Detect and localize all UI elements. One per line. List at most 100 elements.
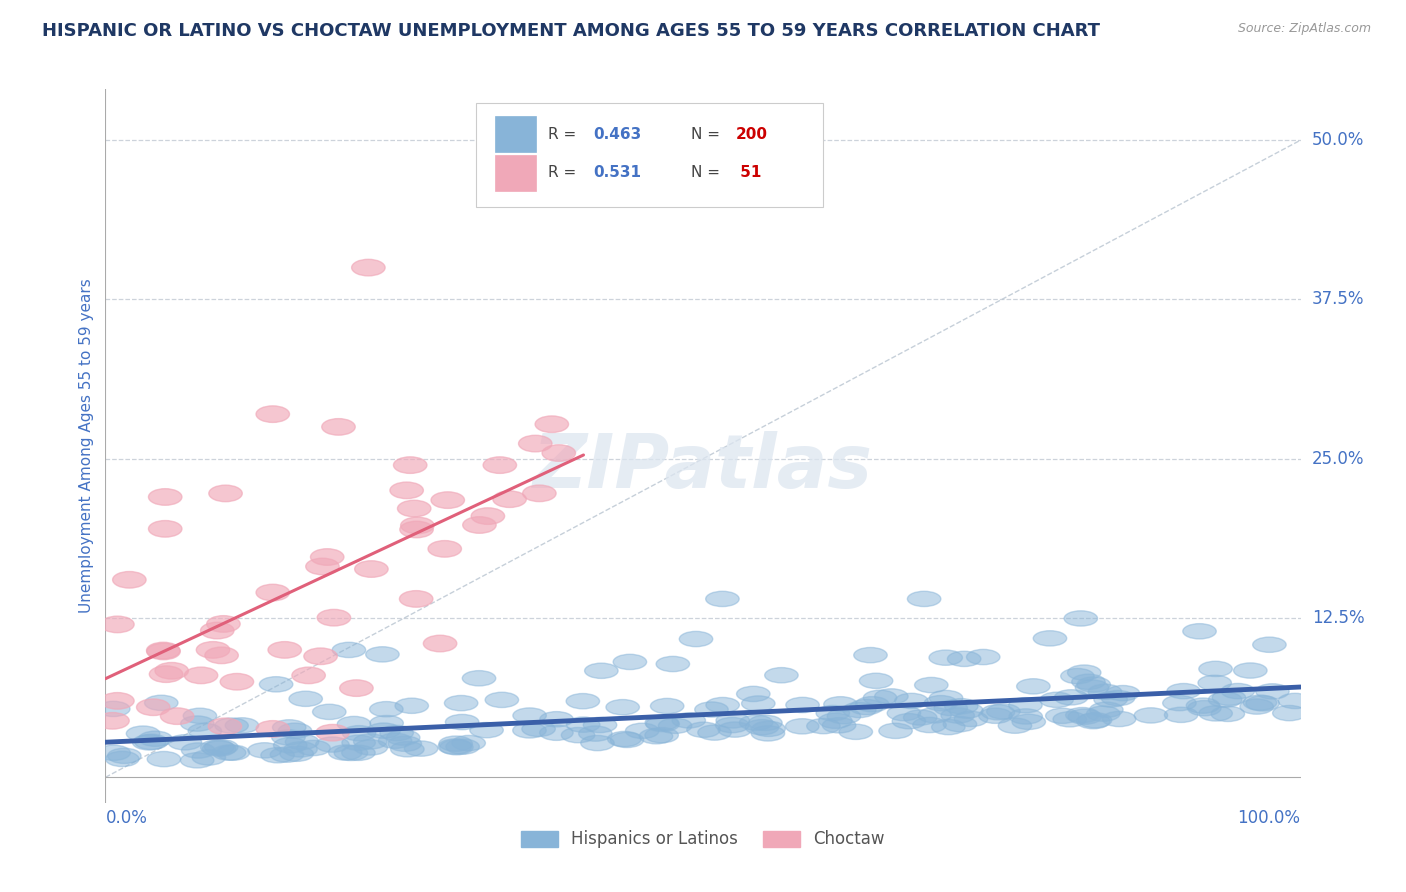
- Ellipse shape: [180, 716, 214, 731]
- Ellipse shape: [651, 698, 683, 714]
- Ellipse shape: [101, 692, 134, 709]
- Ellipse shape: [108, 748, 141, 764]
- Ellipse shape: [181, 743, 215, 758]
- Ellipse shape: [1101, 690, 1135, 706]
- Ellipse shape: [146, 642, 180, 659]
- Ellipse shape: [155, 663, 188, 679]
- Ellipse shape: [979, 708, 1012, 723]
- Ellipse shape: [394, 457, 427, 474]
- Text: R =: R =: [547, 127, 576, 142]
- Ellipse shape: [1198, 675, 1232, 690]
- Ellipse shape: [579, 726, 612, 741]
- Ellipse shape: [1164, 707, 1198, 723]
- Ellipse shape: [745, 720, 779, 735]
- Text: Source: ZipAtlas.com: Source: ZipAtlas.com: [1237, 22, 1371, 36]
- Ellipse shape: [340, 680, 373, 697]
- Ellipse shape: [561, 728, 595, 743]
- Ellipse shape: [706, 698, 740, 713]
- Ellipse shape: [849, 699, 883, 714]
- Ellipse shape: [259, 677, 292, 692]
- Ellipse shape: [278, 723, 312, 739]
- Ellipse shape: [658, 718, 692, 733]
- Ellipse shape: [740, 715, 773, 731]
- Ellipse shape: [342, 745, 375, 761]
- Ellipse shape: [136, 699, 170, 715]
- Ellipse shape: [949, 703, 983, 718]
- Ellipse shape: [256, 721, 290, 737]
- Ellipse shape: [188, 723, 222, 739]
- Ellipse shape: [640, 729, 672, 744]
- Ellipse shape: [765, 667, 799, 683]
- Ellipse shape: [1102, 711, 1136, 727]
- Text: 50.0%: 50.0%: [1312, 131, 1364, 149]
- Ellipse shape: [1222, 683, 1254, 698]
- Ellipse shape: [423, 635, 457, 652]
- Ellipse shape: [1107, 685, 1140, 701]
- Ellipse shape: [217, 745, 250, 760]
- Ellipse shape: [284, 742, 318, 757]
- Ellipse shape: [672, 713, 706, 728]
- Text: N =: N =: [692, 165, 720, 180]
- Ellipse shape: [1253, 637, 1286, 652]
- Ellipse shape: [1256, 684, 1289, 699]
- Ellipse shape: [567, 717, 600, 732]
- Ellipse shape: [543, 445, 575, 461]
- Ellipse shape: [262, 747, 294, 763]
- Ellipse shape: [1090, 702, 1123, 717]
- Ellipse shape: [1211, 706, 1244, 722]
- Ellipse shape: [97, 701, 129, 716]
- Ellipse shape: [139, 731, 172, 747]
- Ellipse shape: [297, 740, 330, 756]
- Ellipse shape: [932, 720, 965, 735]
- Ellipse shape: [271, 730, 305, 745]
- Ellipse shape: [679, 632, 713, 647]
- Ellipse shape: [342, 725, 375, 741]
- Ellipse shape: [875, 689, 908, 704]
- Ellipse shape: [367, 723, 401, 739]
- Text: R =: R =: [547, 165, 576, 180]
- Ellipse shape: [1017, 679, 1050, 694]
- Ellipse shape: [304, 648, 337, 665]
- Ellipse shape: [853, 648, 887, 663]
- Ellipse shape: [221, 673, 253, 690]
- Ellipse shape: [1233, 663, 1267, 678]
- Ellipse shape: [353, 734, 387, 749]
- Ellipse shape: [370, 701, 404, 717]
- Ellipse shape: [387, 730, 420, 745]
- Ellipse shape: [112, 572, 146, 588]
- Ellipse shape: [127, 726, 160, 741]
- Ellipse shape: [318, 609, 350, 626]
- Ellipse shape: [160, 708, 194, 724]
- Ellipse shape: [471, 508, 505, 524]
- Ellipse shape: [399, 521, 433, 538]
- Ellipse shape: [752, 722, 786, 737]
- Ellipse shape: [1188, 700, 1220, 715]
- Ellipse shape: [316, 724, 349, 741]
- Ellipse shape: [751, 726, 785, 741]
- Ellipse shape: [205, 647, 238, 664]
- Ellipse shape: [332, 642, 366, 657]
- Ellipse shape: [1212, 690, 1246, 706]
- Ellipse shape: [149, 521, 181, 537]
- Ellipse shape: [929, 650, 963, 665]
- Ellipse shape: [540, 725, 574, 740]
- Ellipse shape: [305, 558, 339, 574]
- Ellipse shape: [273, 720, 307, 735]
- Y-axis label: Unemployment Among Ages 55 to 59 years: Unemployment Among Ages 55 to 59 years: [79, 278, 94, 614]
- Ellipse shape: [212, 745, 246, 760]
- Ellipse shape: [513, 723, 546, 738]
- Ellipse shape: [380, 725, 413, 740]
- Ellipse shape: [225, 718, 259, 733]
- Text: 200: 200: [735, 127, 768, 142]
- Ellipse shape: [1033, 631, 1067, 646]
- Text: 12.5%: 12.5%: [1312, 609, 1364, 627]
- Ellipse shape: [395, 698, 429, 714]
- Ellipse shape: [451, 735, 485, 751]
- Ellipse shape: [1053, 712, 1087, 727]
- Ellipse shape: [929, 690, 963, 706]
- Ellipse shape: [1135, 707, 1167, 723]
- Ellipse shape: [1182, 624, 1216, 639]
- Ellipse shape: [208, 718, 242, 735]
- Ellipse shape: [893, 714, 925, 729]
- Ellipse shape: [444, 696, 478, 711]
